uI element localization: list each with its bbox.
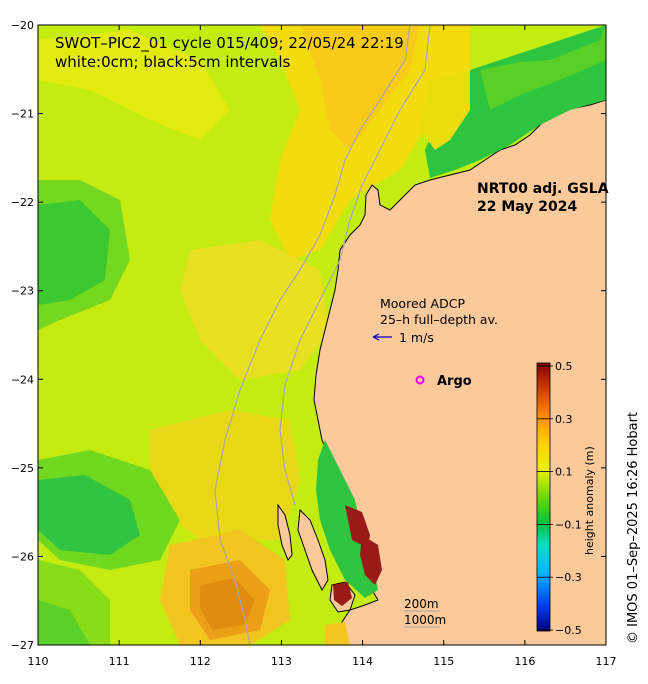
y-tick-label: −24: [11, 373, 34, 386]
axis-ticks: 110 111 112 113 114 115 116 117 −20 −21 −22 −23 −24 −…: [11, 19, 617, 668]
argo-marker-icon: [415, 375, 425, 385]
y-tick-label: −21: [11, 108, 34, 121]
product-label: NRT00 adj. GSLA: [477, 181, 609, 197]
colorbar-tick-label: 0.3: [555, 413, 573, 426]
y-tick-label: −20: [11, 19, 34, 32]
isobath-lines: [214, 25, 431, 645]
y-tick-label: −25: [11, 462, 34, 475]
argo-label: Argo: [437, 374, 472, 389]
x-tick-label: 115: [433, 655, 454, 668]
y-tick-label: −22: [11, 196, 34, 209]
x-tick-label: 112: [190, 655, 211, 668]
credit-text: © IMOS 01–Sep–2025 16:26 Hobart: [626, 412, 641, 644]
product-date: 22 May 2024: [477, 199, 578, 215]
y-tick-label: −27: [11, 639, 34, 652]
y-tick-label: −26: [11, 550, 34, 563]
colorbar-tick-label: −0.3: [555, 571, 582, 584]
adcp-arrow-head: [372, 333, 380, 341]
colorbar-tick-label: 0.1: [555, 466, 573, 479]
plot-frame: [37, 24, 607, 646]
adcp-subtitle: 25–h full–depth av.: [380, 312, 498, 327]
header-line-1: SWOT–PIC2_01 cycle 015/409; 22/05/24 22:…: [55, 34, 404, 53]
isobath-label-1000: 1000m: [404, 613, 446, 627]
adcp-title: Moored ADCP: [380, 296, 465, 311]
isobath-label-200: 200m: [404, 597, 439, 611]
x-tick-label: 113: [271, 655, 292, 668]
x-tick-label: 117: [596, 655, 617, 668]
x-tick-label: 114: [352, 655, 373, 668]
x-tick-label: 110: [28, 655, 49, 668]
adcp-scale-label: 1 m/s: [399, 330, 434, 345]
header-line-2: white:0cm; black:5cm intervals: [55, 53, 291, 71]
y-tick-label: −23: [11, 285, 34, 298]
x-tick-label: 111: [109, 655, 130, 668]
colorbar-tick-label: 0.5: [555, 360, 573, 373]
colorbar: [536, 362, 551, 632]
colorbar-tick-label: −0.1: [555, 518, 582, 531]
land-mass: [277, 25, 606, 645]
colorbar-title: height anomaly (m): [583, 446, 596, 555]
colorbar-ticks: 0.5 0.3 0.1 −0.1 −0.3 −0.5: [537, 360, 582, 637]
x-tick-label: 116: [514, 655, 535, 668]
colorbar-tick-label: −0.5: [555, 624, 582, 637]
